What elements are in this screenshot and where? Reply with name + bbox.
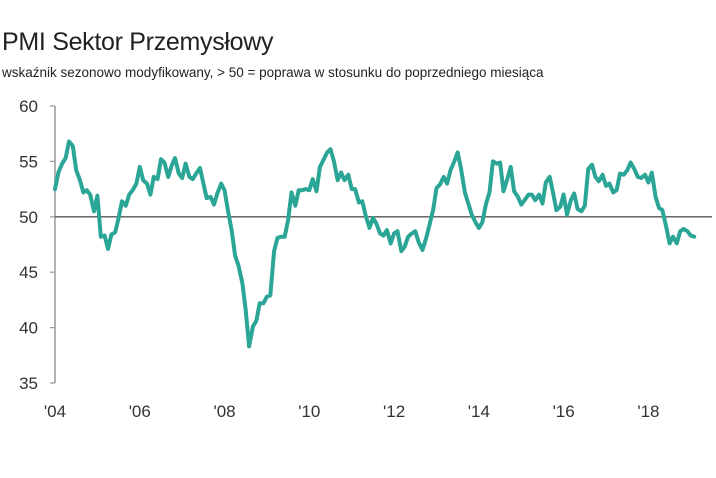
y-tick-label: 50 (19, 208, 38, 227)
y-axis-ticks: 35 40 45 50 55 60 (19, 97, 55, 393)
y-tick-label: 40 (19, 319, 38, 338)
x-tick-label: '04 (44, 402, 66, 421)
x-tick-label: '08 (213, 402, 235, 421)
x-tick-label: '14 (468, 402, 490, 421)
x-tick-label: '16 (553, 402, 575, 421)
y-tick-label: 35 (19, 374, 38, 393)
x-axis-ticks: '04 '06 '08 '10 '12 '14 '16 '18 (44, 402, 660, 421)
x-tick-label: '12 (383, 402, 405, 421)
y-tick-label: 60 (19, 97, 38, 116)
x-tick-label: '10 (298, 402, 320, 421)
y-tick-label: 45 (19, 263, 38, 282)
chart-title: PMI Sektor Przemysłowy (2, 28, 274, 56)
x-tick-label: '18 (637, 402, 659, 421)
x-tick-label: '06 (129, 402, 151, 421)
series-line (53, 139, 697, 349)
y-tick-label: 55 (19, 152, 38, 171)
chart-subtitle: wskaźnik sezonowo modyfikowany, > 50 = p… (2, 65, 544, 80)
